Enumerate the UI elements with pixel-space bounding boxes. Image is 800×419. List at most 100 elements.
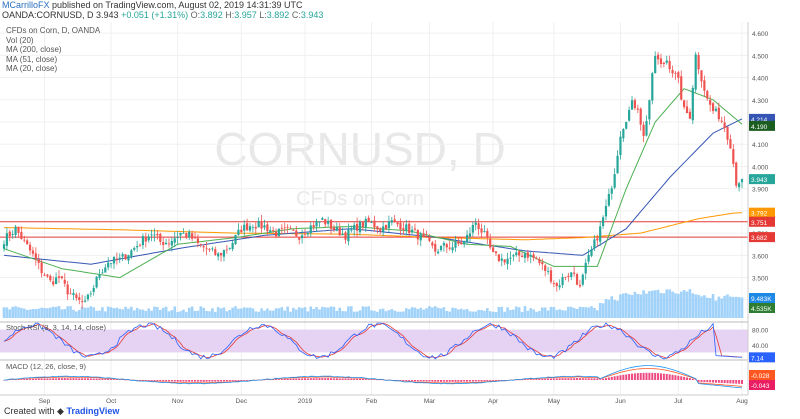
volume-bar bbox=[668, 289, 671, 318]
volume-bar bbox=[732, 296, 735, 318]
macd-histogram-bar bbox=[309, 378, 312, 380]
macd-histogram-bar bbox=[31, 378, 34, 380]
candle-down bbox=[162, 242, 165, 245]
macd-histogram-bar bbox=[515, 379, 518, 381]
candle-down bbox=[28, 244, 32, 251]
macd-histogram-bar bbox=[523, 379, 526, 380]
volume-bar bbox=[691, 293, 695, 318]
candle-up bbox=[587, 255, 590, 262]
volume-bar bbox=[98, 310, 101, 318]
volume-bar bbox=[306, 311, 310, 318]
watermark-symbol: CORNUSD, D bbox=[214, 123, 505, 175]
volume-bar bbox=[685, 291, 689, 318]
macd-histogram-bar bbox=[613, 376, 616, 380]
volume-bar bbox=[703, 295, 706, 318]
volume-bar bbox=[425, 308, 428, 318]
macd-histogram-bar bbox=[182, 380, 185, 382]
candle-up bbox=[558, 285, 561, 288]
macd-histogram-bar bbox=[735, 380, 738, 384]
macd-histogram-bar bbox=[709, 380, 712, 383]
candle-down bbox=[532, 254, 535, 258]
macd-histogram-bar bbox=[356, 378, 359, 380]
macd-histogram-bar bbox=[494, 380, 498, 381]
volume-bar bbox=[648, 291, 651, 318]
stoch-value-tag-bg bbox=[749, 352, 775, 363]
volume-bar bbox=[407, 309, 411, 318]
candle-up bbox=[14, 226, 17, 236]
candle-up bbox=[95, 276, 98, 288]
ma200-line bbox=[4, 212, 743, 241]
candle-down bbox=[402, 228, 405, 230]
candle-up bbox=[648, 100, 651, 120]
candle-down bbox=[723, 122, 726, 129]
macd-histogram-bar bbox=[567, 378, 570, 380]
volume-bar bbox=[54, 306, 58, 318]
macd-histogram-bar bbox=[220, 380, 223, 382]
candle-up bbox=[437, 251, 440, 254]
macd-histogram-bar bbox=[706, 380, 709, 383]
volume-bar bbox=[321, 306, 324, 318]
candle-down bbox=[52, 281, 55, 285]
macd-histogram-bar bbox=[393, 380, 396, 381]
volume-bar bbox=[543, 307, 547, 318]
candle-down bbox=[240, 229, 243, 233]
candle-down bbox=[425, 235, 428, 238]
candle-up bbox=[607, 194, 610, 206]
volume-bar bbox=[607, 299, 611, 318]
price-tick-label: 4.500 bbox=[752, 53, 769, 60]
price-tag: 3.792 bbox=[751, 211, 768, 218]
candle-down bbox=[272, 230, 275, 231]
volume-bar bbox=[509, 310, 512, 318]
volume-bar bbox=[49, 307, 52, 318]
candlesticks bbox=[2, 51, 744, 309]
author-link[interactable]: MCarrilloFX bbox=[2, 0, 50, 10]
volume-bar bbox=[645, 293, 648, 318]
volume-bar bbox=[604, 299, 608, 318]
macd-histogram-bar bbox=[538, 378, 541, 380]
volume-bar bbox=[393, 310, 397, 318]
price-tick-label: 3.500 bbox=[752, 276, 769, 283]
volume-bar bbox=[520, 311, 524, 318]
time-tick-label: Oct bbox=[106, 398, 116, 405]
macd-histogram-bar bbox=[217, 380, 220, 382]
volume-bar bbox=[459, 308, 463, 318]
macd-histogram-bar bbox=[43, 378, 46, 380]
time-axis[interactable]: Sep Oct Nov Dec 2019 Feb Mar Apr May Jun Jul Aug bbox=[39, 398, 748, 405]
volume-bar bbox=[318, 309, 321, 318]
candle-down bbox=[373, 220, 376, 228]
price-tag-bg bbox=[749, 207, 775, 218]
legend-instrument: CFDs on Corn, D, OANDA bbox=[6, 26, 101, 35]
volume-bar bbox=[109, 307, 113, 318]
ohlc-line: OANDA:CORNUSD, D 3.943 +0.051 (+1.31%) O… bbox=[2, 10, 323, 21]
macd-histogram-bar bbox=[193, 380, 197, 382]
volume-bar bbox=[77, 309, 81, 318]
volume-bar bbox=[387, 310, 391, 318]
volume-bar bbox=[323, 307, 327, 318]
volume-bar bbox=[240, 308, 243, 318]
macd-histogram-bar bbox=[243, 380, 246, 381]
volume-bar bbox=[14, 306, 17, 318]
volume-bar bbox=[132, 310, 136, 318]
candle-down bbox=[448, 247, 451, 249]
candle-up bbox=[625, 121, 628, 129]
macd-histogram-bar bbox=[532, 379, 535, 380]
candle-down bbox=[312, 225, 315, 228]
macd-histogram-bar bbox=[662, 373, 665, 380]
candle-up bbox=[136, 246, 139, 248]
macd-histogram-bar bbox=[338, 378, 341, 380]
macd-histogram-bar bbox=[379, 379, 382, 381]
volume-bar bbox=[352, 311, 356, 318]
candle-down bbox=[703, 80, 706, 91]
macd-histogram-bar bbox=[570, 378, 573, 380]
volume-bar bbox=[593, 307, 596, 318]
macd-histogram-bar bbox=[222, 380, 225, 382]
macd-histogram-bar bbox=[136, 380, 139, 381]
macd-histogram-bar bbox=[738, 380, 741, 384]
candle-up bbox=[465, 234, 469, 242]
volume-bar bbox=[717, 296, 721, 318]
tradingview-brand[interactable]: TradingView bbox=[66, 406, 120, 416]
candle-up bbox=[118, 257, 121, 259]
macd-histogram-bar bbox=[324, 378, 327, 380]
macd-histogram-bar bbox=[671, 374, 674, 380]
